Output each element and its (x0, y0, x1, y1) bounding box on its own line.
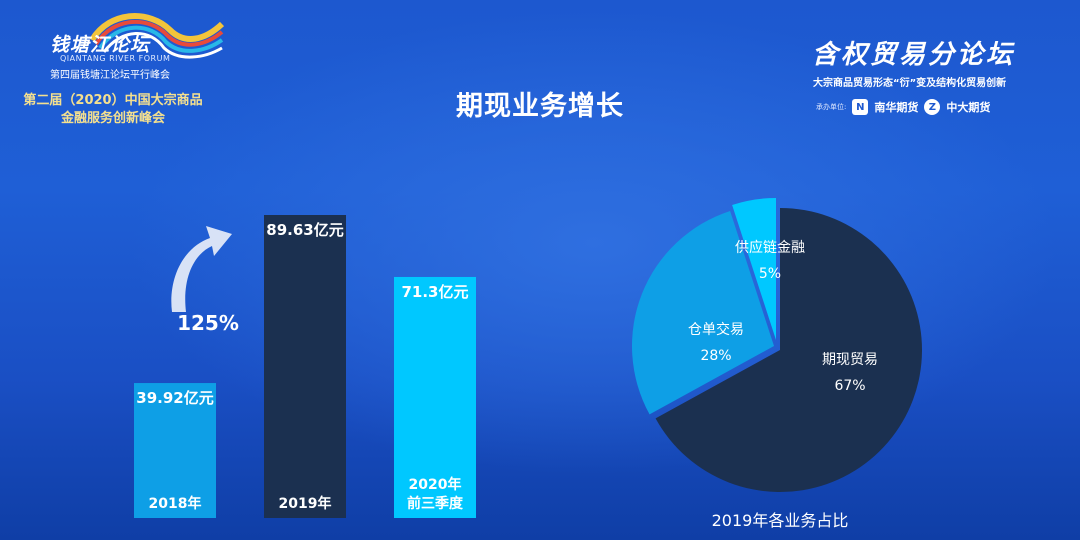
growth-percent-label: 125% (177, 311, 239, 335)
bar-category-label-2-0: 2020年 (409, 476, 462, 493)
sponsor-label: 承办单位: (816, 103, 847, 111)
sponsor-row: 承办单位: N 南华期货 Z 中大期货 (816, 97, 990, 117)
bar-category-label-1: 2019年 (279, 495, 332, 512)
pie-slice-0 (655, 208, 922, 492)
pie-slice-2 (732, 198, 776, 340)
bar-1 (264, 215, 346, 518)
pie-slice-percent-2: 5% (759, 266, 781, 282)
forum-logo-text: 钱塘江论坛 (50, 34, 151, 56)
nanhua-logo-icon: N (852, 99, 869, 115)
pie-slice-percent-0: 67% (834, 378, 865, 394)
forum-english-name: QIANTANG RIVER FORUM (60, 54, 171, 63)
pie-slice-name-2: 供应链金融 (735, 239, 805, 256)
pie-slice-name-0: 期现贸易 (822, 352, 878, 368)
growth-arrow-icon (171, 226, 232, 312)
page-title: 期现业务增长 (456, 91, 624, 122)
bar-0 (134, 383, 216, 518)
summit-title: 第二届（2020）中国大宗商品 金融服务创新峰会 (18, 92, 208, 128)
summit-title-line2: 金融服务创新峰会 (60, 111, 165, 126)
bar-category-label-2-1: 前三季度 (407, 495, 464, 512)
bar-category-label-0: 2018年 (149, 495, 202, 512)
sponsor-zhongda: 中大期货 (946, 101, 991, 114)
bar-value-label-2: 71.3亿元 (401, 283, 468, 301)
bar-value-label-1: 89.63亿元 (266, 221, 343, 239)
bar-value-label-0: 39.92亿元 (136, 389, 213, 407)
sub-forum-title: 含权贸易分论坛 (812, 40, 1016, 70)
pie-slice-name-1: 仓单交易 (688, 321, 744, 338)
bar-2 (394, 276, 476, 518)
sub-forum-slogan: 大宗商品贸易形态“衍”变及结构化贸易创新 (813, 78, 1007, 89)
sponsor-nanhua: 南华期货 (874, 101, 919, 114)
pie-slice-1 (631, 210, 774, 415)
pie-chart-title: 2019年各业务占比 (711, 511, 849, 530)
summit-title-line1: 第二届（2020）中国大宗商品 (23, 93, 203, 108)
zhongda-logo-icon: Z (924, 99, 941, 115)
wave-logo-icon (89, 13, 225, 59)
pie-slice-percent-1: 28% (700, 348, 731, 364)
forum-subtitle: 第四届钱塘江论坛平行峰会 (50, 70, 170, 81)
